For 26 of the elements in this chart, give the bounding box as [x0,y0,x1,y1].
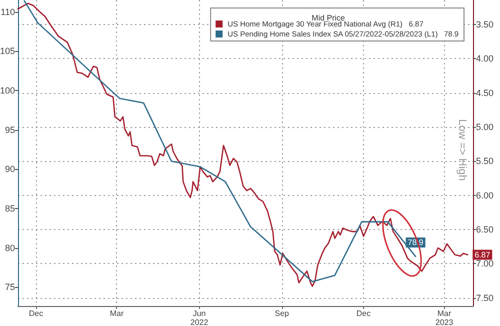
x-tick-label: Dec [356,309,371,318]
y-tick-label: 75 [4,282,15,292]
x-tick-label: Sep [274,309,290,318]
y2-tick-label: 5.50 [476,156,494,166]
x-tick-label: Mar [110,309,124,318]
y-tick-label: 105 [0,46,15,56]
y-tick-label: 95 [4,124,15,135]
y2-tick-label: 7.00 [476,258,494,269]
y-tick-label: 85 [4,203,15,214]
y2-tick-label: 3.50 [476,20,494,30]
x-tick-label: Mar 2023 [435,309,454,326]
y-tick-label: 100 [0,85,15,96]
y2-tick-label: 4.50 [476,88,494,98]
x-tick-label: Jun 2022 [190,309,209,326]
y2-axis-title: Low => High [456,119,468,181]
y2-tick-label: 5.00 [476,122,494,132]
data-label: 6.87 [474,250,491,260]
y-tick-label: 110 [0,6,15,17]
x-tick-label: Dec [28,309,44,318]
y2-tick-label: 6.00 [476,190,494,200]
y2-tick-label: 7.50 [476,292,494,303]
y2-tick-label: 6.50 [476,224,494,234]
y2-tick-label: 4.00 [476,54,494,64]
y-tick-label: 90 [4,164,15,174]
y-tick-label: 80 [4,242,15,253]
legend-title: Mid Price [312,14,346,22]
